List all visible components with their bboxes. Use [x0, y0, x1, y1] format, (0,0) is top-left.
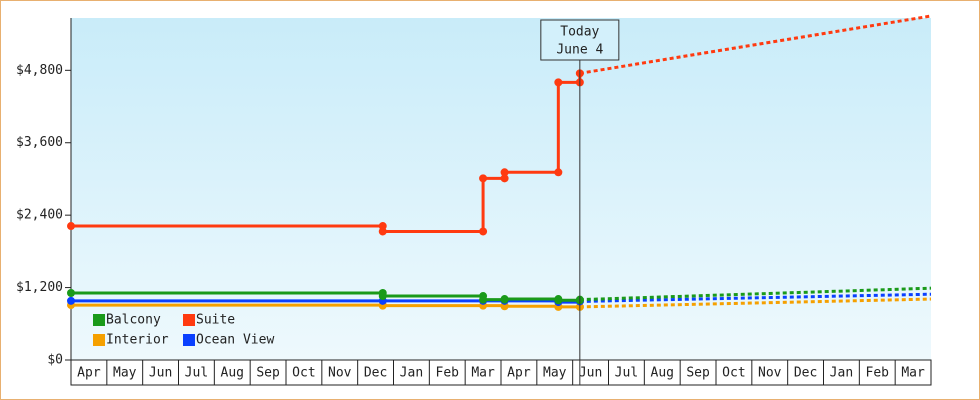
- y-tick-label: $2,400: [16, 208, 63, 223]
- x-tick-label: Sep: [686, 366, 710, 381]
- x-tick-label: May: [113, 366, 137, 381]
- forecast-line: [579, 292, 932, 303]
- forecast-line: [579, 297, 932, 309]
- x-tick-label: Mar: [471, 366, 495, 381]
- price-point: [500, 168, 509, 177]
- price-point: [67, 222, 75, 231]
- legend-swatch: [93, 314, 105, 326]
- x-tick-label: Nov: [328, 366, 352, 381]
- price-point: [67, 289, 75, 298]
- price-point: [378, 227, 387, 236]
- legend-swatch: [183, 334, 195, 346]
- x-tick-label: Aug: [651, 366, 674, 381]
- x-tick-label: Nov: [758, 366, 782, 381]
- price-point: [479, 227, 488, 236]
- today-label: June 4: [556, 43, 603, 58]
- today-label: Today: [560, 25, 599, 40]
- legend-label: Suite: [196, 313, 235, 328]
- today-box: [540, 19, 620, 61]
- price-point: [479, 174, 488, 183]
- price-point: [500, 174, 509, 183]
- legend-label: Interior: [106, 333, 169, 348]
- legend-swatch: [183, 314, 195, 326]
- x-tick-label: Jun: [149, 366, 172, 381]
- legend-label: Ocean View: [196, 333, 274, 348]
- x-tick-label: Jul: [615, 366, 638, 381]
- price-point: [500, 295, 509, 304]
- x-tick-label: Mar: [901, 366, 925, 381]
- price-point: [378, 292, 387, 301]
- x-tick-label: Oct: [722, 366, 745, 381]
- x-tick-label: Feb: [866, 366, 890, 381]
- price-point: [554, 168, 563, 177]
- y-tick-label: $4,800: [16, 63, 63, 78]
- x-tick-label: Jan: [400, 366, 423, 381]
- y-tick-label: $3,600: [16, 135, 63, 150]
- x-tick-label: Dec: [364, 366, 387, 381]
- price-point: [554, 296, 563, 305]
- x-tick-label: Feb: [436, 366, 460, 381]
- price-point: [67, 296, 75, 305]
- plot-area: [71, 18, 931, 360]
- x-tick-label: Dec: [794, 366, 817, 381]
- price-point: [554, 78, 563, 87]
- x-tick-label: Oct: [292, 366, 315, 381]
- y-tick-label: $0: [47, 353, 63, 368]
- x-tick-label: Aug: [221, 366, 244, 381]
- forecast-line: [579, 14, 932, 75]
- x-tick-label: Apr: [507, 366, 531, 381]
- y-tick-label: $1,200: [16, 280, 63, 295]
- x-tick-label: Jun: [579, 366, 602, 381]
- x-tick-label: Jul: [185, 366, 208, 381]
- x-tick-label: Jan: [830, 366, 853, 381]
- x-tick-label: May: [543, 366, 567, 381]
- x-tick-label: Sep: [256, 366, 280, 381]
- x-tick-label: Apr: [77, 366, 101, 381]
- price-point: [479, 295, 488, 304]
- forecast-line: [579, 286, 932, 302]
- legend-swatch: [93, 334, 105, 346]
- legend-label: Balcony: [106, 313, 161, 328]
